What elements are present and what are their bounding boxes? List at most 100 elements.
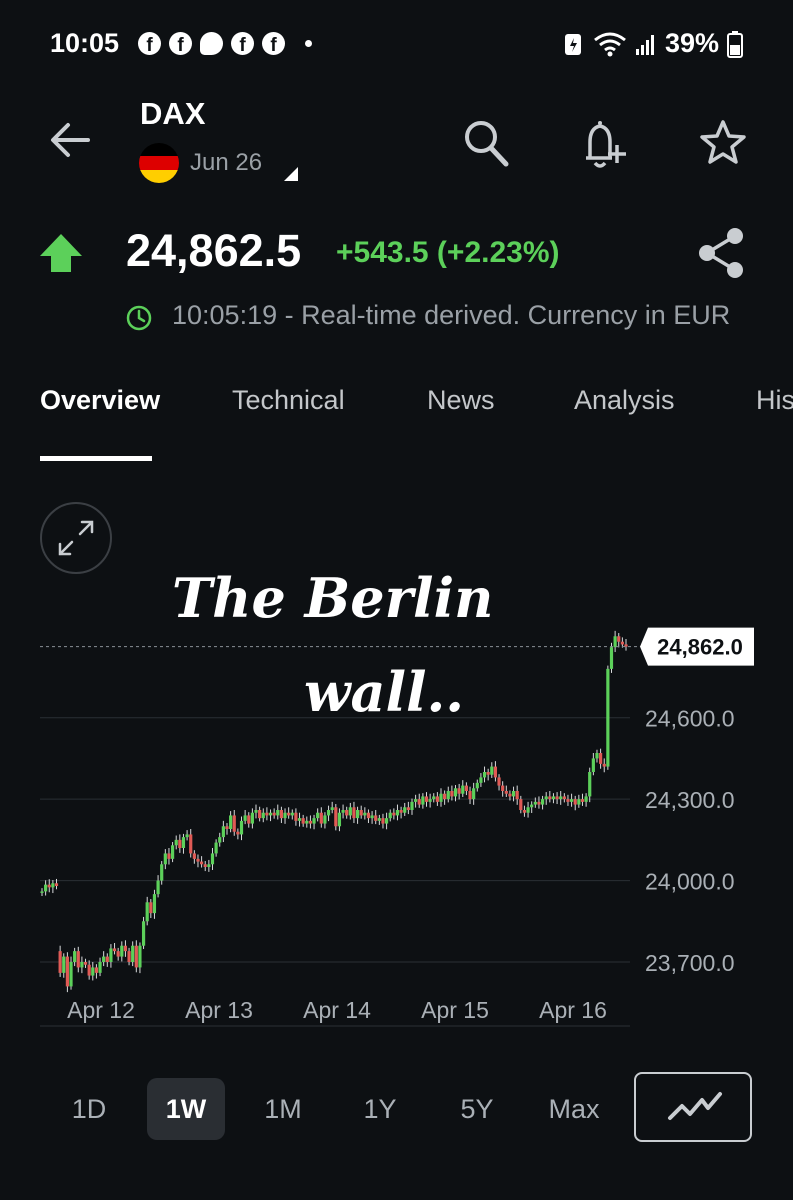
- up-arrow-icon: [38, 232, 84, 279]
- search-button[interactable]: [462, 118, 510, 175]
- candle: [83, 962, 88, 965]
- tab-overview[interactable]: Overview: [40, 385, 161, 415]
- candle: [606, 668, 610, 767]
- candle: [40, 891, 44, 893]
- candle: [138, 945, 142, 968]
- range-1m-button[interactable]: 1M: [264, 1094, 302, 1124]
- candle: [475, 782, 479, 789]
- x-tick-label: Apr 12: [67, 997, 135, 1023]
- candle: [156, 880, 160, 895]
- candle: [493, 766, 498, 778]
- y-tick-label: 24,600.0: [645, 706, 735, 732]
- range-1d-button[interactable]: 1D: [71, 1094, 107, 1124]
- expand-chart-button[interactable]: [40, 502, 112, 574]
- battery-percent: 39%: [664, 28, 719, 58]
- candle: [486, 772, 490, 775]
- tab-historical[interactable]: His: [756, 385, 793, 415]
- chart-type-button[interactable]: [634, 1072, 752, 1142]
- candle: [555, 796, 559, 800]
- contract-date[interactable]: Jun 26: [190, 149, 263, 176]
- candle: [181, 837, 186, 848]
- candle: [417, 799, 421, 805]
- candle: [58, 951, 62, 973]
- candle: [214, 842, 218, 854]
- candle: [377, 818, 381, 821]
- candle: [265, 812, 269, 816]
- candle: [613, 636, 617, 648]
- candle: [62, 956, 66, 973]
- candle: [185, 834, 189, 838]
- signal-icon: [635, 34, 654, 55]
- realtime-note: 10:05:19 - Real-time derived. Currency i…: [172, 300, 731, 330]
- candle: [287, 812, 291, 816]
- candle: [87, 964, 91, 976]
- more-notifications-dot: [305, 40, 312, 47]
- candle: [399, 810, 403, 813]
- messenger-icon: [200, 32, 223, 55]
- candle: [588, 772, 592, 797]
- candle: [109, 948, 113, 962]
- candle: [254, 810, 258, 813]
- search-icon: [465, 121, 509, 167]
- facebook-icon: f: [231, 32, 254, 55]
- candle: [305, 820, 309, 824]
- candle: [432, 796, 436, 800]
- status-right: 39%: [563, 28, 743, 59]
- candle: [279, 810, 284, 819]
- candle: [461, 785, 465, 794]
- candle: [446, 791, 450, 800]
- dropdown-triangle-icon[interactable]: [284, 167, 298, 181]
- back-button[interactable]: [48, 118, 92, 167]
- candle: [141, 921, 146, 946]
- price-change: +543.5 (+2.23%): [336, 236, 560, 269]
- candle: [519, 799, 523, 810]
- candle: [170, 845, 175, 859]
- candle: [218, 837, 222, 843]
- candle: [544, 796, 548, 800]
- x-tick-label: Apr 14: [303, 997, 371, 1023]
- candle: [76, 951, 80, 968]
- range-1y-button[interactable]: 1Y: [363, 1094, 397, 1124]
- candle: [243, 815, 247, 821]
- range-1w-button[interactable]: 1W: [147, 1078, 225, 1140]
- candle: [192, 853, 196, 859]
- candle: [337, 812, 342, 827]
- candle: [395, 810, 400, 816]
- tab-technical[interactable]: Technical: [232, 385, 345, 415]
- candle: [573, 799, 577, 805]
- candle: [207, 864, 211, 867]
- candle: [239, 820, 244, 835]
- candle: [65, 956, 69, 987]
- candle: [497, 777, 501, 786]
- candle: [145, 902, 149, 922]
- candle: [410, 801, 414, 810]
- candle: [562, 796, 566, 800]
- candle: [160, 864, 164, 881]
- range-5y-button[interactable]: 5Y: [460, 1094, 494, 1124]
- candle: [123, 945, 128, 952]
- tab-news[interactable]: News: [427, 385, 495, 415]
- candle: [584, 796, 588, 802]
- candle: [330, 807, 334, 810]
- candle: [424, 796, 429, 802]
- candle: [44, 884, 48, 892]
- candle: [403, 807, 407, 813]
- candle: [624, 644, 628, 647]
- share-button[interactable]: [697, 226, 747, 285]
- price-chart[interactable]: 24,600.0 24,300.0 24,000.0 23,700.0 Apr 12 A…: [0, 600, 793, 1040]
- candle: [392, 812, 396, 816]
- candle: [73, 951, 77, 962]
- clock-icon: [125, 304, 153, 337]
- candle: [540, 799, 545, 805]
- candle: [345, 810, 349, 816]
- add-alert-button[interactable]: [578, 118, 632, 177]
- tab-analysis[interactable]: Analysis: [574, 385, 675, 415]
- candle: [225, 826, 229, 829]
- range-max-button[interactable]: Max: [548, 1094, 600, 1124]
- candle: [112, 948, 117, 952]
- overlay-text-line1: The Berlin: [172, 566, 494, 630]
- candle: [229, 815, 233, 829]
- candle: [504, 791, 508, 794]
- candle: [94, 967, 99, 973]
- watchlist-button[interactable]: [698, 118, 748, 173]
